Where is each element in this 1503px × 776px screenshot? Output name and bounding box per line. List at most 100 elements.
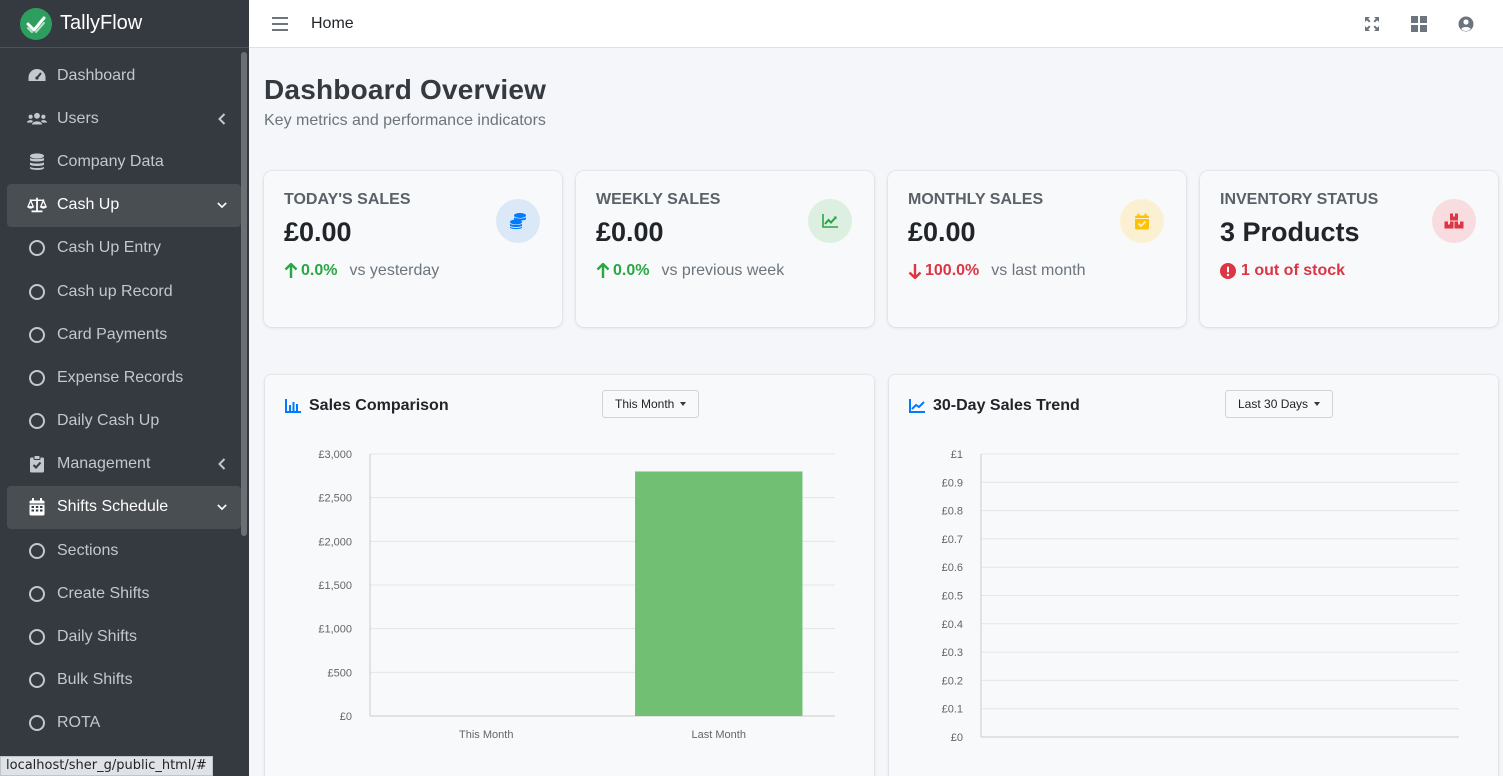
tachometer-icon — [27, 66, 47, 86]
sidebar-item-label: Cash Up Entry — [57, 239, 162, 257]
sidebar-item-label: Daily Cash Up — [57, 412, 160, 430]
x-tick-label: Last Month — [692, 729, 746, 741]
sidebar-item-shifts-schedule[interactable]: Shifts Schedule — [7, 485, 241, 530]
circle-icon — [29, 413, 45, 430]
sidebar-item-label: Users — [57, 109, 99, 127]
brand-name: TallyFlow — [60, 12, 143, 34]
circle-icon — [29, 585, 45, 602]
sidebar-item-sections[interactable]: Sections — [7, 529, 241, 572]
change-value: 0.0% — [284, 262, 337, 280]
sidebar-item-dashboard[interactable]: Dashboard — [7, 54, 241, 97]
chart-line-icon — [909, 398, 925, 414]
user-profile-icon[interactable] — [1456, 14, 1476, 34]
y-tick-label: £0 — [951, 732, 963, 744]
balance-scale-icon — [27, 195, 47, 215]
users-icon — [27, 109, 47, 129]
y-tick-label: £0.2 — [942, 675, 963, 687]
top-navbar: Home — [249, 0, 1503, 48]
card-footer: 0.0% vs yesterday — [284, 262, 542, 280]
sidebar-item-label: Company Data — [57, 152, 164, 170]
card-label: INVENTORY STATUS — [1220, 191, 1379, 208]
arrow-down-icon — [908, 264, 922, 279]
arrow-up-icon — [596, 263, 610, 278]
bar-last-month — [635, 471, 803, 716]
sales-trend-panel: 30-Day Sales Trend Last 30 Days £0 £0.1 £0… — [889, 375, 1498, 776]
sidebar-item-cash-up[interactable]: Cash Up — [7, 183, 241, 227]
database-icon — [27, 152, 47, 172]
circle-icon — [29, 240, 45, 257]
card-label: TODAY'S SALES — [284, 191, 411, 208]
calendar-icon — [27, 497, 47, 517]
y-tick-label: £0.6 — [942, 562, 963, 574]
circle-icon — [29, 542, 45, 559]
sidebar-item-company-data[interactable]: Company Data — [7, 140, 241, 183]
circle-icon — [29, 629, 45, 646]
sidebar-item-label: Cash up Record — [57, 282, 173, 300]
y-tick-label: £0.9 — [942, 477, 963, 489]
sidebar-item-label: Dashboard — [57, 66, 136, 84]
chart-bar-icon — [285, 398, 301, 414]
home-link[interactable]: Home — [311, 14, 354, 32]
exclamation-circle-icon — [1220, 263, 1236, 279]
y-tick-label: £0.4 — [942, 619, 963, 631]
stat-card-monthly-sales: MONTHLY SALES £0.00 100.0% vs last month — [888, 171, 1186, 327]
card-footer: 1 out of stock — [1220, 262, 1478, 280]
sidebar-item-label: Cash Up — [57, 196, 120, 214]
sidebar-item-card-payments[interactable]: Card Payments — [7, 313, 241, 356]
card-value: £0.00 — [596, 217, 664, 247]
sales-trend-header: 30-Day Sales Trend — [909, 397, 1080, 415]
calendar-check-icon — [1120, 199, 1164, 243]
y-tick-label: £0.7 — [942, 534, 963, 546]
card-value: £0.00 — [284, 217, 352, 247]
circle-icon — [29, 715, 45, 732]
sidebar: TallyFlow Dashboard Users Company Data Cash… — [0, 0, 249, 776]
sidebar-item-label: Daily Shifts — [57, 628, 138, 646]
caret-down-icon — [1314, 402, 1321, 406]
grid-apps-icon[interactable] — [1409, 14, 1429, 34]
stock-alert-text: 1 out of stock — [1241, 262, 1346, 279]
sidebar-item-bulk-shifts[interactable]: Bulk Shifts — [7, 659, 241, 702]
sidebar-item-users[interactable]: Users — [7, 97, 241, 140]
sidebar-item-daily-shifts[interactable]: Daily Shifts — [7, 615, 241, 658]
fullscreen-icon[interactable] — [1362, 14, 1382, 34]
sidebar-item-label: Sections — [57, 541, 119, 559]
sales-trend-title: 30-Day Sales Trend — [933, 397, 1080, 414]
change-percent: 100.0% — [925, 262, 980, 279]
y-tick-label: £1,000 — [318, 624, 352, 636]
change-comparison: vs last month — [991, 262, 1086, 279]
brand-logo — [20, 7, 52, 40]
sales-comparison-chart: £0 £500 £1,000 £1,500 £2,000 £2,500 £3,000 This… — [318, 449, 835, 741]
sidebar-item-rota[interactable]: ROTA — [7, 702, 241, 745]
sidebar-item-label: ROTA — [57, 714, 101, 732]
sidebar-item-management[interactable]: Management — [7, 443, 241, 486]
change-value: 0.0% — [596, 262, 649, 280]
sidebar-item-expense-records[interactable]: Expense Records — [7, 356, 241, 399]
chevron-down-icon — [217, 502, 227, 512]
sidebar-item-cash-up-record[interactable]: Cash up Record — [7, 270, 241, 313]
chevron-left-icon — [217, 458, 227, 470]
y-tick-label: £1 — [951, 449, 963, 461]
page-title: Dashboard Overview — [264, 74, 547, 105]
hamburger-menu-icon[interactable] — [272, 16, 288, 31]
card-value: 3 Products — [1220, 217, 1360, 247]
sidebar-item-label: Shifts Schedule — [57, 498, 169, 516]
circle-icon — [29, 283, 45, 300]
sidebar-scrollbar[interactable] — [241, 52, 247, 536]
y-tick-label: £0.1 — [942, 704, 963, 716]
page-subtitle: Key metrics and performance indicators — [264, 112, 546, 129]
brand[interactable]: TallyFlow — [0, 0, 249, 48]
comparison-period-dropdown[interactable]: This Month — [602, 390, 700, 418]
change-comparison: vs yesterday — [349, 262, 440, 279]
sidebar-item-label: Management — [57, 455, 151, 473]
sidebar-item-cash-up-entry[interactable]: Cash Up Entry — [7, 227, 241, 270]
circle-icon — [29, 672, 45, 689]
sidebar-item-create-shifts[interactable]: Create Shifts — [7, 572, 241, 615]
card-label: MONTHLY SALES — [908, 191, 1044, 208]
sidebar-item-daily-cash-up[interactable]: Daily Cash Up — [7, 400, 241, 443]
sidebar-item-label: Card Payments — [57, 325, 168, 343]
clipboard-check-icon — [27, 454, 47, 474]
stock-alert: 1 out of stock — [1220, 262, 1345, 280]
trend-period-dropdown[interactable]: Last 30 Days — [1225, 390, 1334, 418]
y-tick-label: £0.5 — [942, 591, 963, 603]
sales-trend-chart: £0 £0.1 £0.2 £0.3 £0.4 £0.5 £0.6 £0.7 £0.8 £0.9 £1 — [942, 449, 1459, 744]
